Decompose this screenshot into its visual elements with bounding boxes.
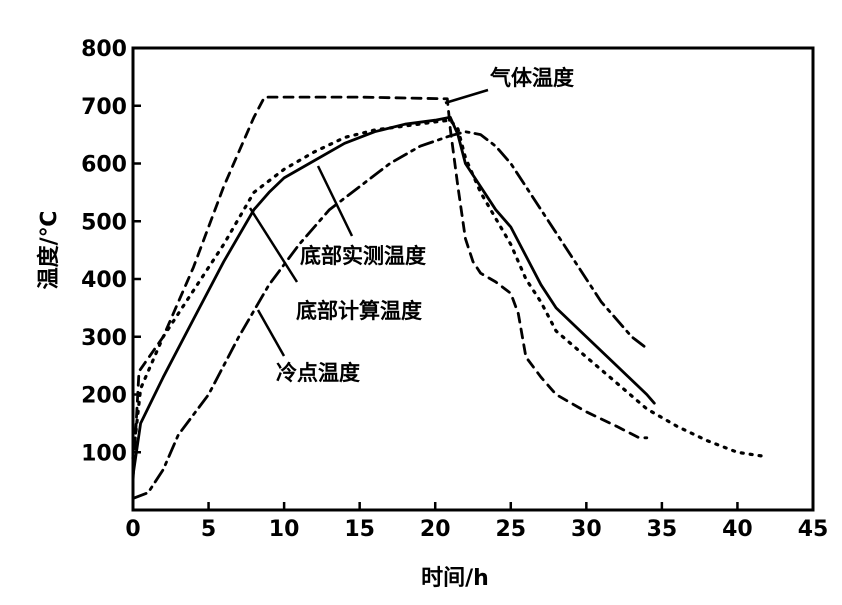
x-tick-label: 10 [269,517,300,542]
plot-frame [131,46,815,512]
x-tick-label: 30 [571,517,602,542]
label-bottom-measured-temperature: 底部实测温度 [300,244,426,268]
x-tick-label: 0 [125,517,140,542]
x-tick-label: 5 [201,517,216,542]
leader-bottom-calculated [248,207,299,283]
y-axis-title: 温度/℃ [36,211,62,290]
label-bottom-calculated-temperature: 底部计算温度 [296,299,422,323]
y-tick-label: 300 [81,326,127,351]
x-tick-label: 25 [495,517,526,542]
y-tick-label: 100 [81,441,127,466]
label-gas-temperature: 气体温度 [489,66,574,90]
x-tick-label: 15 [344,517,375,542]
x-tick-label: 40 [722,517,753,542]
annotation-leaders [248,88,489,357]
series-line-0 [131,95,649,483]
y-tick-label: 200 [81,384,127,409]
y-tick-label: 800 [81,37,127,62]
series-line-3 [131,130,649,500]
series-line-2 [131,118,770,460]
x-tick-label: 20 [420,517,451,542]
x-axis: 0 5 10 15 20 25 30 35 40 45 [125,502,828,542]
y-tick-label: 500 [81,210,127,235]
x-axis-title: 时间/h [421,566,489,591]
x-tick-label: 45 [798,517,829,542]
plot-area [131,95,770,500]
y-tick-label: 700 [81,95,127,120]
y-tick-label: 400 [81,268,127,293]
y-tick-label: 600 [81,153,127,178]
y-axis: 100 200 300 400 500 600 700 800 [81,37,141,466]
leader-bottom-measured [316,165,354,237]
leader-cold-point [256,309,286,357]
leader-gas [444,88,489,105]
series-line-1 [131,115,656,477]
label-cold-point-temperature: 冷点温度 [276,361,360,385]
x-tick-label: 35 [647,517,678,542]
